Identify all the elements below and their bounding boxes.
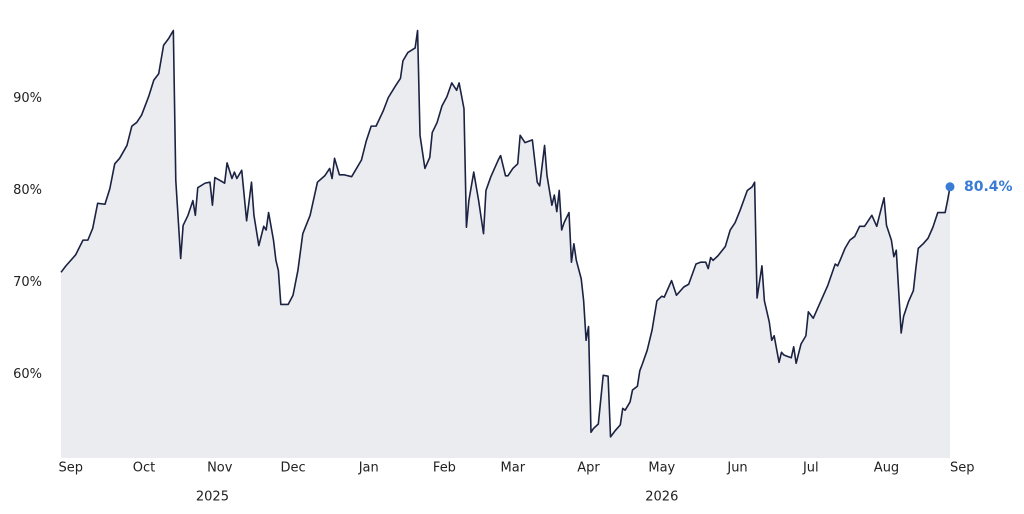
y-tick-label: 60% xyxy=(13,367,42,382)
x-tick-label: Nov xyxy=(207,461,233,476)
x-tick-label: Feb xyxy=(433,461,456,476)
x-tick-label: Oct xyxy=(133,461,155,476)
area xyxy=(61,30,950,458)
x-tick-label: Dec xyxy=(280,461,305,476)
x-tick-label: Mar xyxy=(501,461,526,476)
y-tick-label: 70% xyxy=(13,275,42,290)
x-tick-label: Apr xyxy=(577,461,600,476)
y-tick-label: 90% xyxy=(13,91,42,106)
year-label: 2026 xyxy=(645,490,678,505)
x-tick-label: Sep xyxy=(59,461,84,476)
end-value-label: 80.4% xyxy=(964,179,1013,195)
x-tick-label: Aug xyxy=(874,461,899,476)
x-tick-label: Jul xyxy=(802,461,819,476)
year-label: 2025 xyxy=(196,490,229,505)
x-tick-label: May xyxy=(648,461,675,476)
y-tick-label: 80% xyxy=(13,183,42,198)
x-tick-label: Jun xyxy=(726,461,747,476)
end-marker xyxy=(945,182,955,192)
x-tick-label: Sep xyxy=(950,461,975,476)
line xyxy=(60,29,951,438)
x-tick-label: Jan xyxy=(358,461,379,476)
